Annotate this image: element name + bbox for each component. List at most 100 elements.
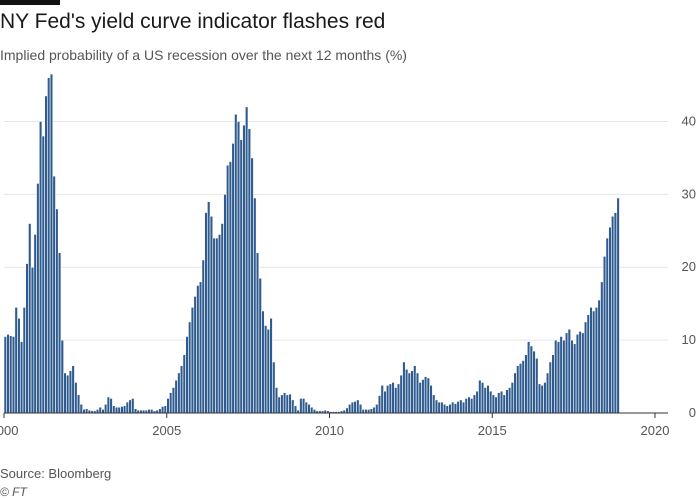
- bar: [22, 307, 26, 414]
- bar: [540, 384, 544, 414]
- bar: [147, 409, 151, 414]
- bar: [274, 387, 279, 414]
- bar: [133, 408, 138, 414]
- bar: [562, 339, 566, 414]
- bar: [521, 360, 525, 414]
- bar: [394, 387, 398, 414]
- bar: [423, 376, 428, 414]
- bar: [198, 281, 203, 414]
- bar: [169, 392, 173, 414]
- bar: [131, 398, 135, 414]
- bar: [426, 377, 430, 414]
- bar: [128, 399, 132, 414]
- bar: [293, 405, 298, 414]
- bar: [266, 328, 271, 414]
- bar: [597, 299, 601, 414]
- bar: [385, 384, 390, 414]
- bar: [545, 372, 550, 414]
- bar: [453, 403, 458, 414]
- bar: [578, 331, 582, 414]
- bar: [410, 370, 414, 414]
- bar: [236, 121, 241, 414]
- bar: [123, 405, 127, 414]
- bar: [239, 139, 243, 414]
- x-axis-ticks: 2000 2005 2010 2015 2020: [0, 413, 669, 438]
- bar: [472, 394, 477, 414]
- y-tick-label: 20: [682, 259, 696, 274]
- bar: [559, 336, 563, 414]
- bar: [158, 408, 162, 414]
- bar: [207, 201, 211, 414]
- bar: [101, 409, 105, 414]
- bar: [33, 234, 37, 414]
- bar: [76, 394, 81, 414]
- bar: [71, 365, 75, 414]
- bar: [28, 223, 32, 414]
- bar: [613, 212, 618, 414]
- bar: [253, 197, 257, 414]
- bar: [526, 341, 531, 414]
- bar: [52, 175, 56, 414]
- bar: [508, 387, 512, 414]
- bar: [356, 399, 360, 414]
- bar: [491, 394, 496, 414]
- bar: [592, 310, 596, 414]
- bar: [109, 398, 113, 414]
- bar: [234, 113, 238, 414]
- bar: [513, 372, 517, 414]
- bar: [220, 223, 224, 414]
- chart-area: 0 10 20 30 40 2000 2005 2010 2015 2020: [0, 70, 700, 450]
- bar: [261, 310, 265, 414]
- bar: [529, 345, 534, 414]
- bar: [461, 401, 466, 414]
- x-tick-label: 2005: [152, 423, 181, 438]
- bar: [551, 354, 555, 414]
- bar: [570, 339, 574, 414]
- bar: [589, 307, 593, 414]
- bar: [6, 333, 10, 414]
- bar: [583, 321, 588, 414]
- bar: [391, 382, 395, 414]
- bar: [353, 401, 357, 414]
- bar: [304, 401, 308, 414]
- bar: [250, 157, 254, 414]
- bar: [489, 390, 493, 414]
- bar: [201, 259, 205, 414]
- bar: [247, 128, 252, 414]
- y-tick-label: 30: [682, 186, 696, 201]
- y-tick-label: 40: [682, 113, 696, 128]
- bar: [63, 372, 67, 414]
- bar: [228, 161, 233, 414]
- source-note: Source: Bloomberg: [0, 466, 112, 481]
- bar: [554, 339, 558, 414]
- bar: [242, 124, 246, 414]
- bar: [499, 390, 504, 414]
- bar: [421, 379, 425, 414]
- bar: [190, 307, 195, 414]
- bar: [451, 401, 455, 414]
- bar: [209, 215, 214, 414]
- bar: [537, 383, 542, 414]
- bar: [282, 392, 287, 414]
- bar: [418, 382, 422, 414]
- bar: [112, 405, 116, 414]
- bar: [188, 321, 192, 414]
- bar: [125, 401, 130, 414]
- bar: [98, 406, 102, 414]
- bar: [66, 374, 70, 414]
- bar: [497, 392, 501, 414]
- bar: [434, 399, 439, 414]
- bar: [567, 328, 571, 414]
- bar: [258, 277, 262, 414]
- y-axis: 0 10 20 30 40: [682, 113, 696, 420]
- bar: [611, 215, 615, 414]
- bar: [263, 325, 268, 414]
- bar: [407, 372, 411, 414]
- bar: [383, 390, 387, 414]
- bar: [285, 394, 289, 414]
- bar: [437, 401, 441, 414]
- bar: [459, 399, 463, 414]
- bar: [483, 387, 487, 414]
- bar: [226, 164, 230, 414]
- x-tick-label: 2020: [641, 423, 670, 438]
